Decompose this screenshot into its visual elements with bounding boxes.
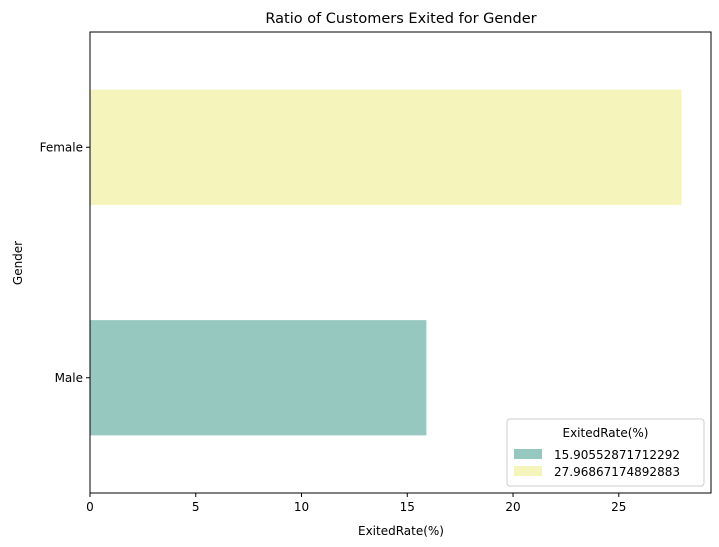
x-tick-label: 0 (86, 500, 94, 514)
x-tick-label: 5 (192, 500, 200, 514)
legend-title: ExitedRate(%) (562, 426, 648, 440)
legend-entry: 27.96867174892883 (554, 465, 680, 479)
y-axis-label: Gender (11, 241, 25, 285)
legend-box (506, 418, 705, 487)
bars-group (90, 89, 682, 436)
x-tick-label: 10 (294, 500, 309, 514)
legend: ExitedRate(%) 15.90552871712292 27.9686717… (506, 418, 705, 487)
x-axis-ticks: 0 5 10 15 20 25 (86, 493, 626, 514)
y-tick-label-female: Female (40, 140, 83, 154)
y-axis-ticks: Male Female (40, 140, 90, 385)
legend-entry: 15.90552871712292 (554, 448, 680, 462)
legend-swatch (514, 466, 542, 476)
x-axis-label: ExitedRate(%) (358, 524, 444, 538)
x-tick-label: 20 (505, 500, 520, 514)
x-tick-label: 15 (400, 500, 415, 514)
plot-frame (89, 31, 712, 494)
x-tick-label: 25 (611, 500, 626, 514)
bar-female (90, 89, 682, 205)
chart-title: Ratio of Customers Exited for Gender (265, 11, 536, 27)
y-tick-label-male: Male (55, 371, 83, 385)
legend-swatch (514, 449, 542, 459)
bar-male (90, 320, 427, 436)
